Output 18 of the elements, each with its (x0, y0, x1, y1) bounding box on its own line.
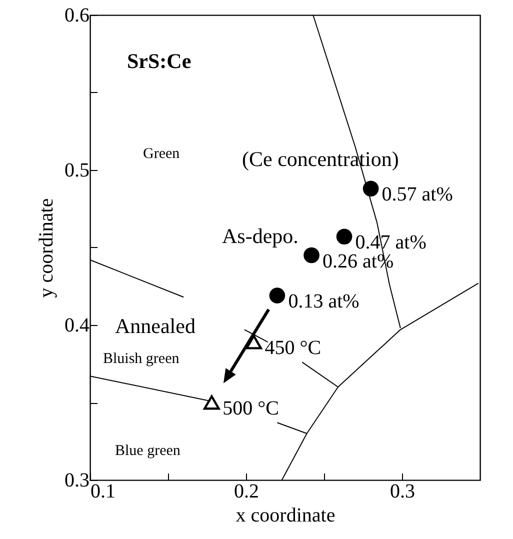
y-tick-label: 0.6 (64, 4, 90, 26)
y-axis-title: y coordinate (36, 198, 58, 298)
y-tick-label: 0.4 (64, 314, 90, 336)
annotation: 0.57 at% (382, 184, 453, 206)
x-tick-label: 0.3 (390, 480, 415, 502)
x-axis-title: x coordinate (236, 504, 336, 526)
annotation: 0.13 at% (288, 290, 360, 313)
annotation: Blue green (115, 443, 181, 459)
annotation: 500 °C (222, 398, 280, 420)
x-tick-label: 0.1 (90, 480, 116, 502)
annotation: SrS:Ce (127, 49, 192, 73)
annotation: 450 °C (264, 337, 322, 360)
x-tick-label: 0.2 (234, 480, 259, 502)
annotation: Bluish green (103, 351, 180, 367)
y-tick-label: 0.5 (64, 160, 90, 182)
text: Annealed (115, 314, 196, 338)
series-label: As-depo. (222, 224, 298, 248)
annotation: Green (143, 146, 180, 162)
